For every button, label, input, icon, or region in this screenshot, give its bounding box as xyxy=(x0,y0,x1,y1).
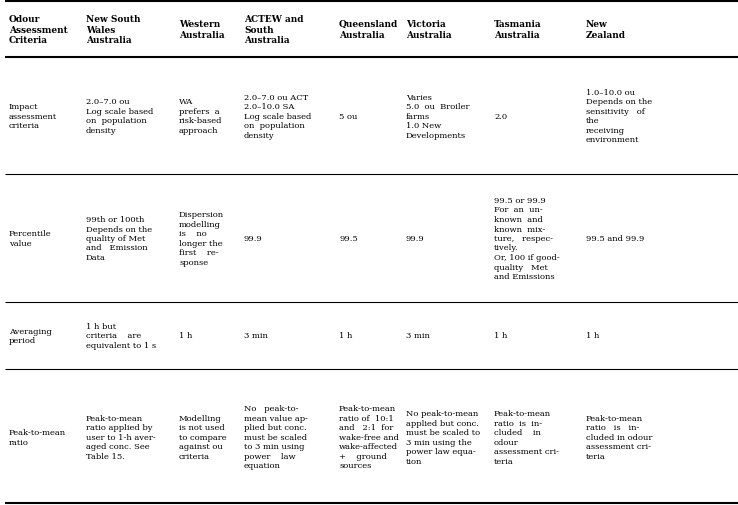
Text: Impact
assessment
criteria: Impact assessment criteria xyxy=(9,103,58,130)
Text: Western
Australia: Western Australia xyxy=(179,20,224,40)
Text: 3 min: 3 min xyxy=(244,332,268,340)
Text: No peak-to-mean
applied but conc.
must be scaled to
3 min using the
power law eq: No peak-to-mean applied but conc. must b… xyxy=(406,410,480,465)
Text: Peak-to-mean
ratio applied by
user to 1-h aver-
aged conc. See
Table 15.: Peak-to-mean ratio applied by user to 1-… xyxy=(86,414,156,460)
Text: 1 h: 1 h xyxy=(179,332,193,340)
Text: 99.9: 99.9 xyxy=(244,234,263,242)
Text: Peak-to-mean
ratio of  10:1
and   2:1  for
wake-free and
wake-affected
+    grou: Peak-to-mean ratio of 10:1 and 2:1 for w… xyxy=(339,405,399,470)
Text: 2.0: 2.0 xyxy=(494,112,507,120)
Text: Peak-to-mean
ratio  is  in-
cluded    in
odour
assessment cri-
teria: Peak-to-mean ratio is in- cluded in odou… xyxy=(494,410,559,465)
Text: Peak-to-mean
ratio: Peak-to-mean ratio xyxy=(9,428,66,446)
Text: 99.5 or 99.9
For  an  un-
known  and
known  mix-
ture,   respec-
tively.
Or, 100: 99.5 or 99.9 For an un- known and known … xyxy=(494,196,559,280)
Text: 5 ou: 5 ou xyxy=(339,112,357,120)
Text: Averaging
period: Averaging period xyxy=(9,327,52,344)
Text: Peak-to-mean
ratio   is   in-
cluded in odour
assessment cri-
teria: Peak-to-mean ratio is in- cluded in odou… xyxy=(586,414,652,460)
Text: WA
prefers  a
risk-based
approach: WA prefers a risk-based approach xyxy=(179,98,222,134)
Text: 99th or 100th
Depends on the
quality of Met
and   Emission
Data: 99th or 100th Depends on the quality of … xyxy=(86,216,152,262)
Text: New
Zealand: New Zealand xyxy=(586,20,626,40)
Text: No   peak-to-
mean value ap-
plied but conc.
must be scaled
to 3 min using
power: No peak-to- mean value ap- plied but con… xyxy=(244,405,308,470)
Text: 1 h: 1 h xyxy=(494,332,508,340)
Text: 1 h: 1 h xyxy=(339,332,352,340)
Text: ACTEW and
South
Australia: ACTEW and South Australia xyxy=(244,15,303,45)
Text: 99.9: 99.9 xyxy=(406,234,425,242)
Text: 99.5 and 99.9: 99.5 and 99.9 xyxy=(586,234,644,242)
Text: Tasmania
Australia: Tasmania Australia xyxy=(494,20,542,40)
Text: Victoria
Australia: Victoria Australia xyxy=(406,20,452,40)
Text: 3 min: 3 min xyxy=(406,332,430,340)
Text: Dispersion
modelling
is    no
longer the
first    re-
sponse: Dispersion modelling is no longer the fi… xyxy=(179,211,224,266)
Text: 1.0–10.0 ou
Depends on the
sensitivity   of
the
receiving
environment: 1.0–10.0 ou Depends on the sensitivity o… xyxy=(586,88,652,144)
Text: Percentile
value: Percentile value xyxy=(9,230,52,247)
Text: Modelling
is not used
to compare
against ou
criteria: Modelling is not used to compare against… xyxy=(179,414,227,460)
Text: Varies
5.0  ou  Broiler
farms
1.0 New
Developments: Varies 5.0 ou Broiler farms 1.0 New Deve… xyxy=(406,93,469,139)
Text: 99.5: 99.5 xyxy=(339,234,358,242)
Text: 1 h: 1 h xyxy=(586,332,599,340)
Text: 2.0–7.0 ou ACT
2.0–10.0 SA
Log scale based
on  population
density: 2.0–7.0 ou ACT 2.0–10.0 SA Log scale bas… xyxy=(244,93,311,139)
Text: Queensland
Australia: Queensland Australia xyxy=(339,20,399,40)
Text: 1 h but
criteria    are
equivalent to 1 s: 1 h but criteria are equivalent to 1 s xyxy=(86,322,156,349)
Text: Odour
Assessment
Criteria: Odour Assessment Criteria xyxy=(9,15,68,45)
Text: 2.0–7.0 ou
Log scale based
on  population
density: 2.0–7.0 ou Log scale based on population… xyxy=(86,98,154,134)
Text: New South
Wales
Australia: New South Wales Australia xyxy=(86,15,140,45)
